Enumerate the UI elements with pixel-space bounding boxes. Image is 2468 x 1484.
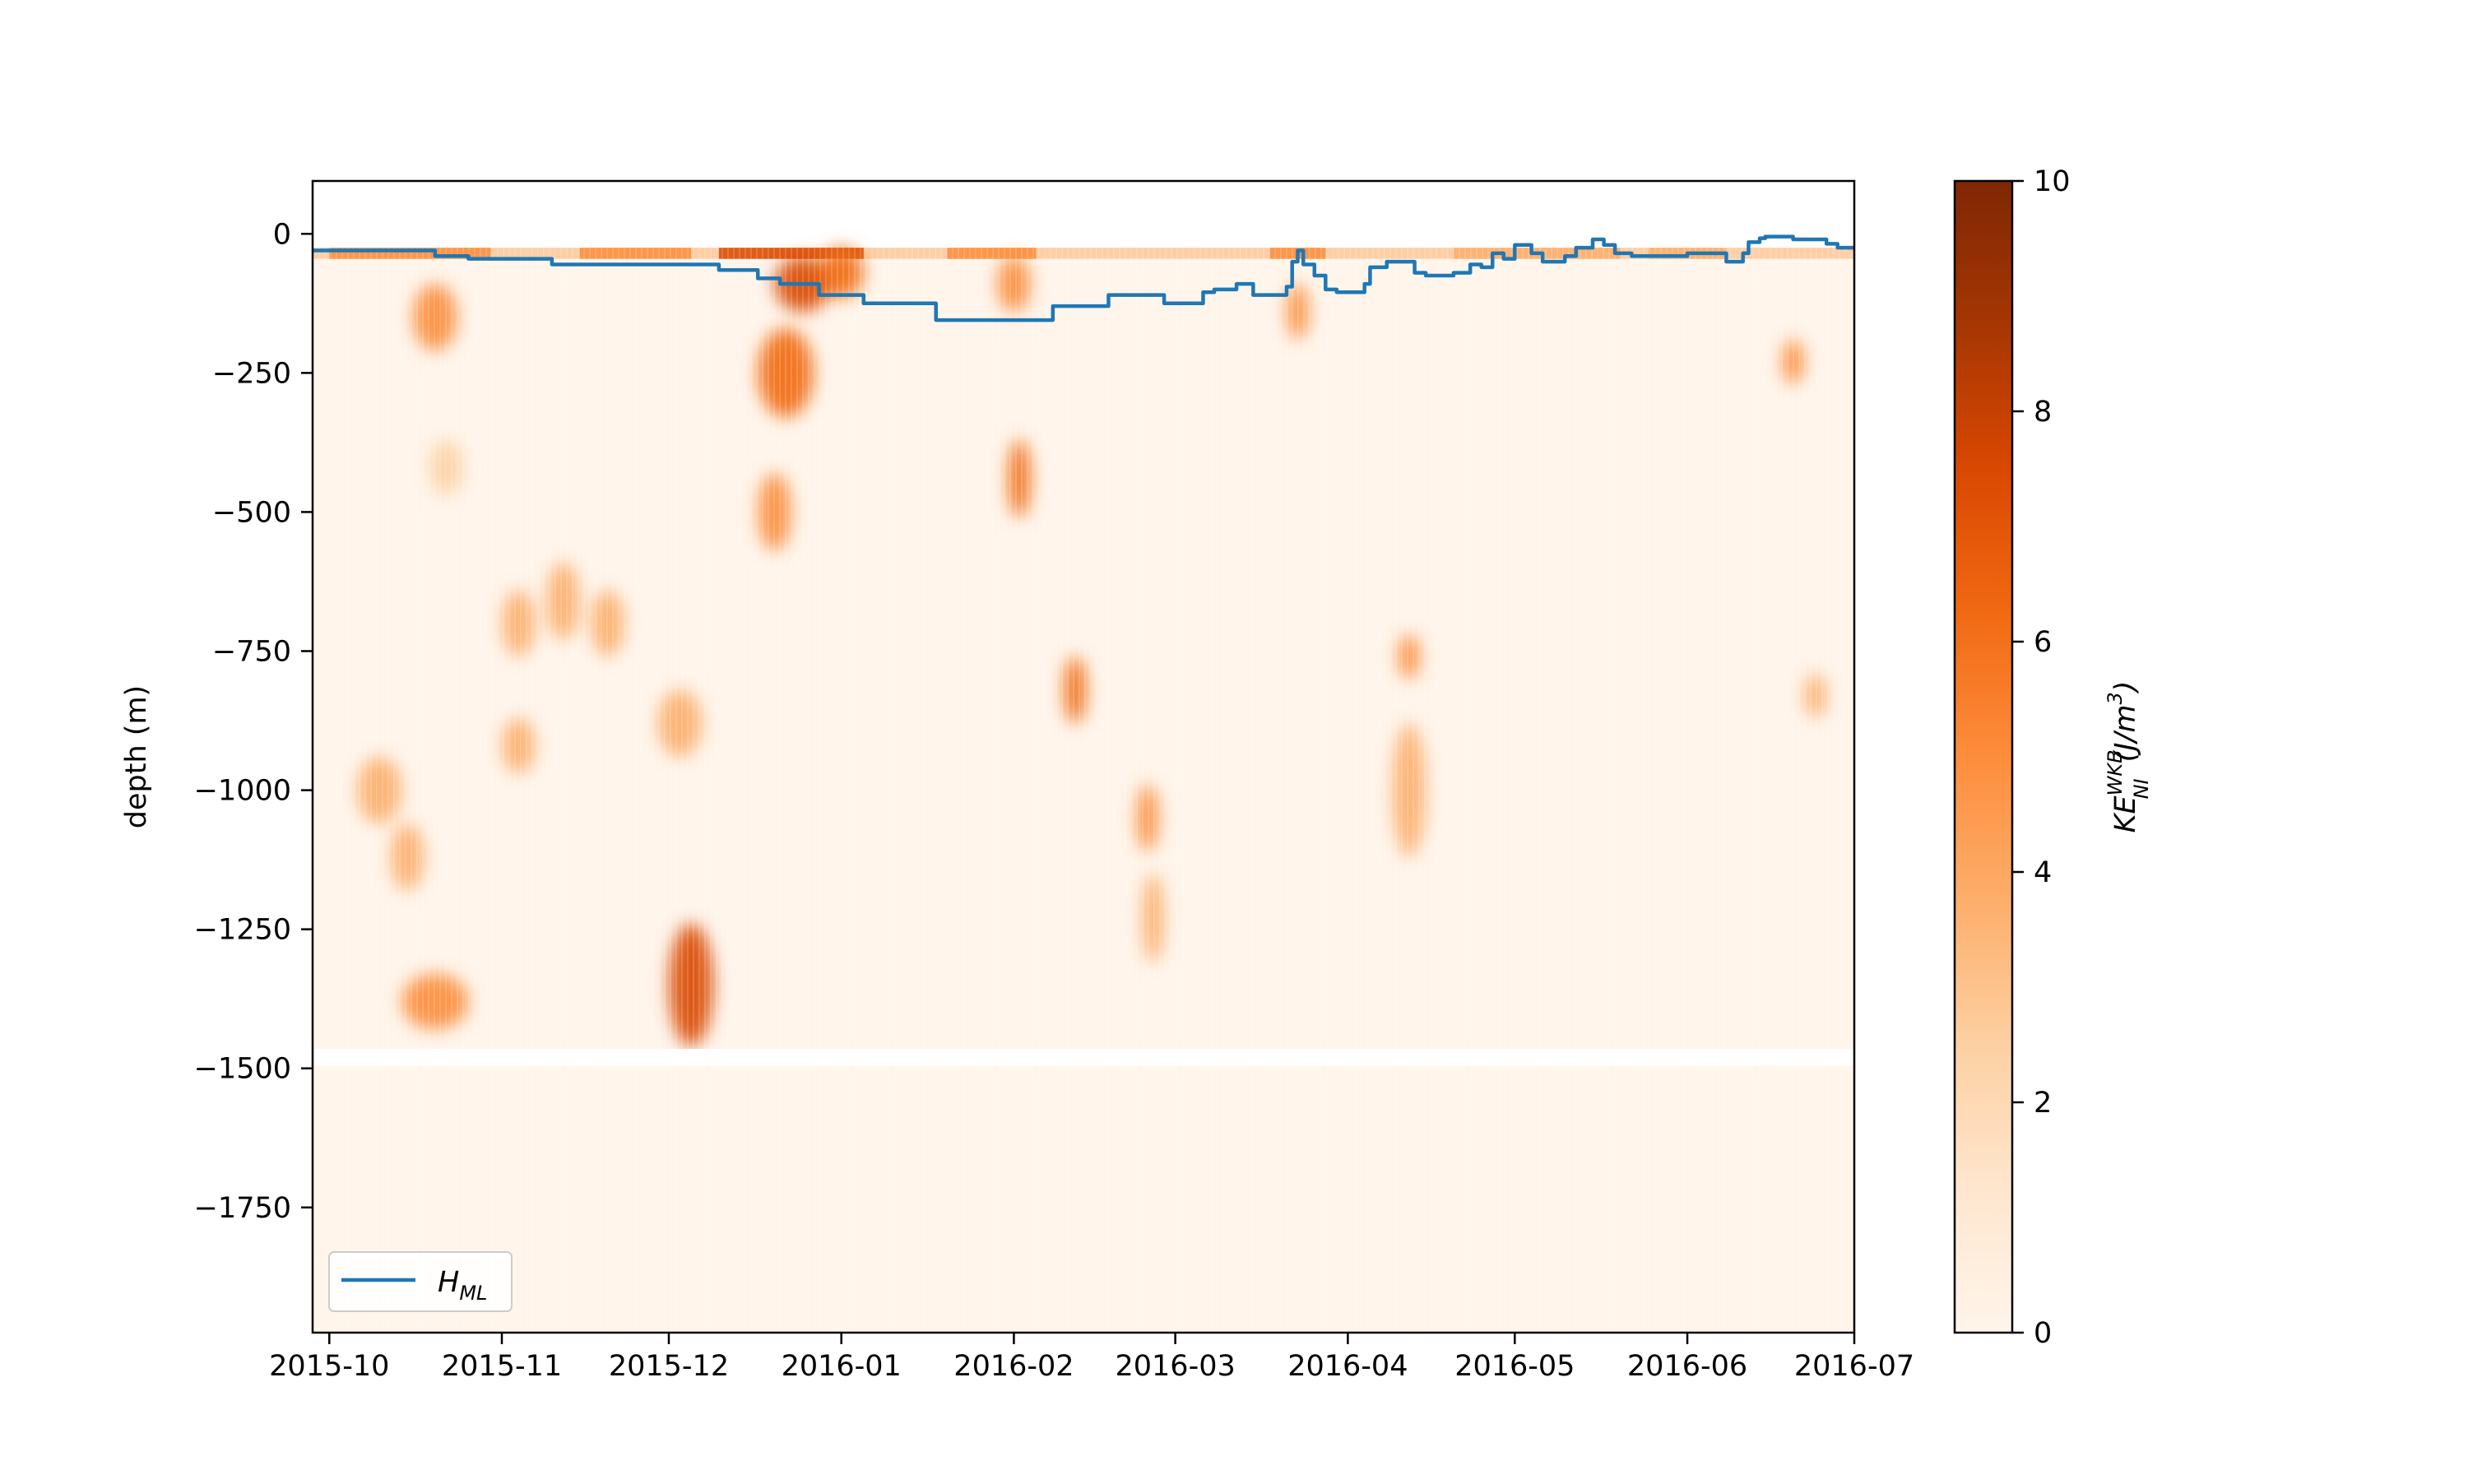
x-tick-label: 2016-06 [1627, 1350, 1747, 1383]
x-axis: 2015-10 2015-11 2015-12 2016-01 2016-02 2016-… [269, 1333, 1914, 1383]
colorbar-tick-label: 8 [2034, 396, 2052, 429]
legend: HML [328, 1251, 513, 1312]
colorbar-label: KEWKB NI(J/m3) [2104, 681, 2153, 833]
x-tick-label: 2016-02 [953, 1350, 1074, 1383]
no-data-band [313, 1049, 1854, 1066]
x-tick-label: 2016-03 [1116, 1350, 1236, 1383]
x-tick-label: 2016-04 [1287, 1350, 1408, 1383]
y-tick-label: −1000 [194, 775, 291, 808]
x-tick-label: 2016-07 [1794, 1350, 1914, 1383]
colorbar-tick-label: 0 [2034, 1317, 2052, 1350]
x-tick-label: 2015-10 [269, 1350, 389, 1383]
y-tick-label: −750 [212, 635, 291, 668]
legend-frame [328, 1251, 513, 1312]
y-tick-label: −250 [212, 357, 291, 390]
colorbar-tick-label: 4 [2034, 856, 2052, 889]
colorbar-tick-label: 2 [2034, 1087, 2052, 1120]
y-tick-label: −1250 [194, 914, 291, 947]
y-tick-label: −500 [212, 496, 291, 529]
x-tick-label: 2016-05 [1454, 1350, 1575, 1383]
x-tick-label: 2015-11 [442, 1350, 562, 1383]
y-tick-label: 0 [273, 218, 291, 251]
colorbar-ticks: 0 2 4 6 8 10 [2012, 165, 2071, 1350]
y-tick-label: −1500 [194, 1053, 291, 1086]
x-tick-label: 2015-12 [609, 1350, 729, 1383]
plot-area [313, 181, 1854, 1333]
colorbar: 0 2 4 6 8 10 KEWKB NI(J/m3) [1953, 165, 2153, 1350]
y-tick-label: −1750 [194, 1192, 291, 1225]
y-axis-label: depth (m) [120, 685, 153, 828]
plot-frame [311, 179, 1856, 1334]
hatch-overlay [313, 245, 1854, 1333]
colorbar-gradient [1953, 179, 2014, 1334]
mixed-layer-depth-line [313, 234, 1854, 322]
colorbar-tick-label: 6 [2034, 626, 2052, 659]
y-axis: 0 −250 −500 −750 −1000 −1250 −1500 −1750 [194, 218, 313, 1225]
legend-label: HML [438, 1266, 487, 1305]
colorbar-tick-label: 10 [2034, 165, 2071, 198]
x-tick-label: 2016-01 [782, 1350, 902, 1383]
